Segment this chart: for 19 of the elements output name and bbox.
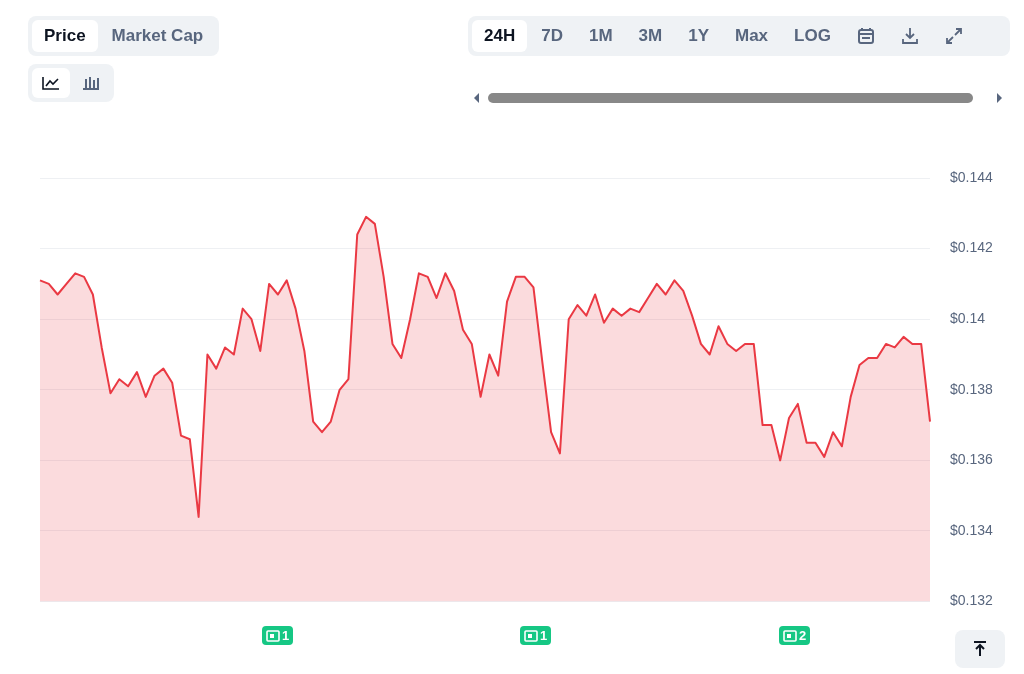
y-tick-label: $0.134 (950, 521, 994, 538)
y-tick-label: $0.136 (950, 451, 994, 468)
text: Max (733, 25, 770, 47)
y-tick-label: $0.132 (950, 592, 994, 609)
text: Price (32, 20, 98, 52)
text: 1M (587, 25, 614, 47)
text: 7D (540, 25, 564, 47)
y-tick-label: $0.138 (950, 380, 994, 397)
text: 3M (637, 25, 664, 47)
y-tick-label: $0.14 (950, 310, 986, 327)
text: 24H (472, 20, 528, 52)
y-tick-label: $0.142 (950, 239, 994, 256)
text: LOG (793, 25, 832, 47)
y-tick-label: $0.144 (950, 168, 994, 185)
text: 1Y (687, 25, 710, 47)
text: 1 (540, 628, 548, 643)
text: Market Cap (110, 25, 205, 47)
text: 2 (799, 628, 807, 643)
text: 1 (282, 628, 290, 643)
